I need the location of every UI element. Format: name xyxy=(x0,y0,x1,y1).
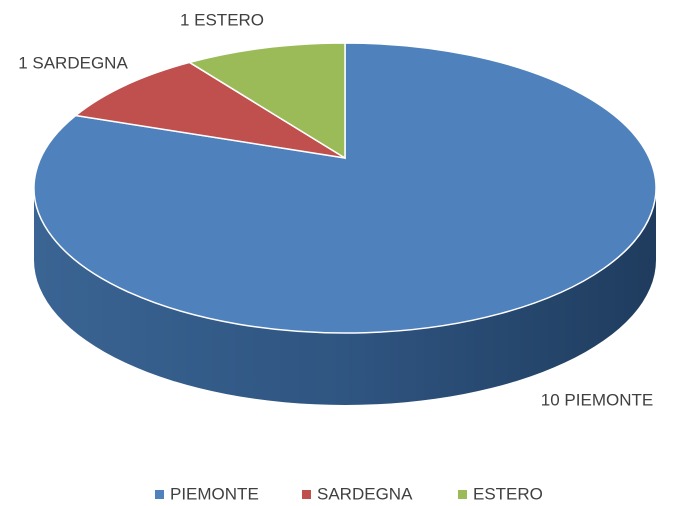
legend-label: SARDEGNA xyxy=(317,484,413,503)
legend-marker xyxy=(302,490,311,499)
pie-slice xyxy=(33,42,657,334)
pie-slice xyxy=(73,61,346,159)
pie-side xyxy=(34,188,656,405)
legend-marker xyxy=(155,490,164,499)
legend-label: ESTERO xyxy=(473,484,543,503)
data-label: 10 PIEMONTE xyxy=(541,390,653,409)
data-label: 1 SARDEGNA xyxy=(18,53,128,72)
data-label: 1 ESTERO xyxy=(180,10,264,29)
legend-marker xyxy=(458,490,467,499)
legend-label: PIEMONTE xyxy=(170,484,259,503)
pie-slice xyxy=(187,42,346,160)
